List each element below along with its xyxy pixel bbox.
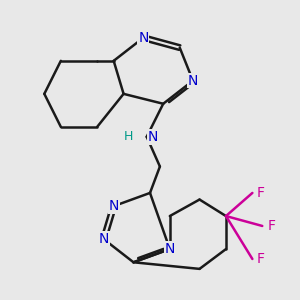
Text: F: F	[268, 219, 275, 233]
Text: F: F	[256, 186, 265, 200]
Text: N: N	[109, 199, 119, 213]
Text: N: N	[99, 232, 109, 246]
Text: N: N	[188, 74, 198, 88]
Text: N: N	[165, 242, 175, 256]
Text: H: H	[124, 130, 133, 143]
Text: F: F	[256, 252, 265, 266]
Text: N: N	[148, 130, 158, 144]
Text: N: N	[138, 31, 148, 45]
